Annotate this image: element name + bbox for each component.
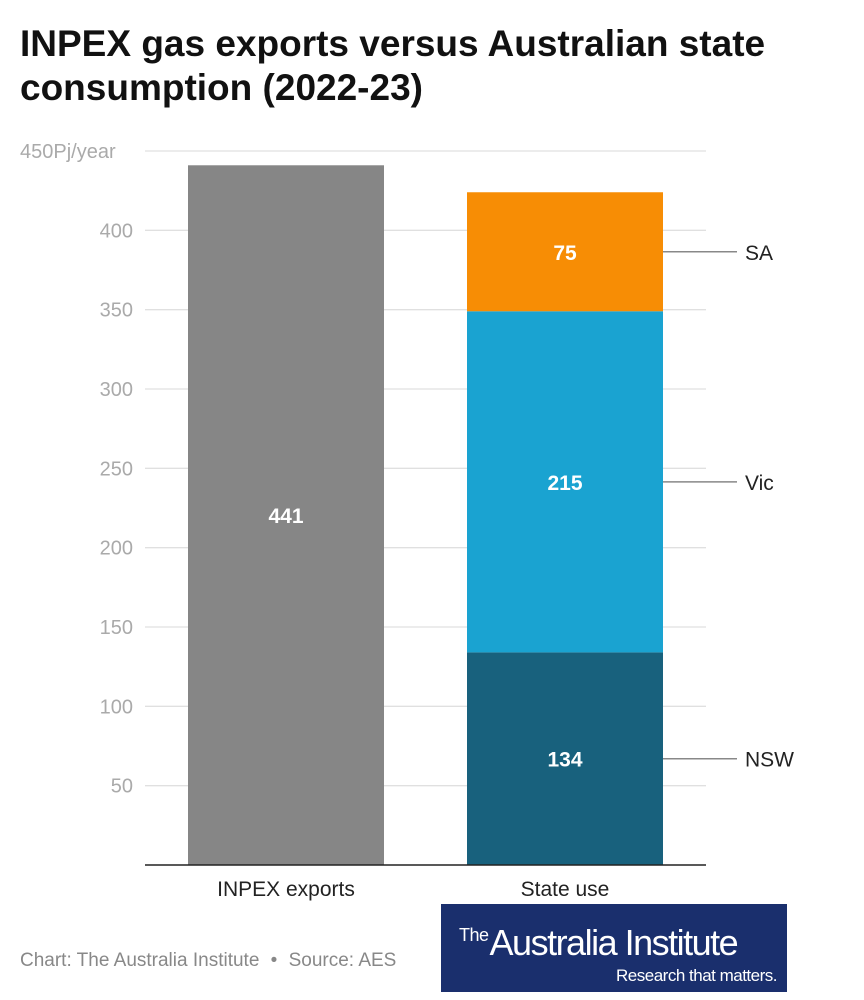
data-label: 441 [268, 505, 303, 528]
logo-name: Australia Institute [489, 922, 739, 963]
y-tick-label: 150 [100, 617, 133, 639]
y-tick-label: 450Pj/year [20, 141, 116, 163]
logo-tagline: Research that matters. [616, 966, 777, 985]
footer-separator: • [270, 950, 278, 971]
chart-credit: Chart: The Australia Institute [20, 950, 260, 971]
data-label: 75 [553, 242, 577, 265]
y-tick-label: 100 [100, 696, 133, 718]
x-category-label: State use [521, 878, 610, 901]
series-label: SA [745, 242, 773, 265]
logo-the: The [459, 925, 489, 945]
bar-segment [188, 165, 384, 865]
australia-institute-logo[interactable]: TheAustralia Institute Research that mat… [441, 904, 787, 992]
y-tick-label: 300 [100, 379, 133, 401]
series-label: Vic [745, 472, 774, 495]
y-tick-label: 400 [100, 220, 133, 242]
chart-credit-line: Chart: The Australia Institute • Source:… [20, 950, 396, 972]
data-label: 134 [547, 749, 582, 772]
y-tick-label: 50 [111, 776, 133, 798]
series-label: NSW [745, 749, 794, 772]
stacked-bar-chart: 50 100 150 200 250 300 350 400 450Pj/year 441 134 N… [20, 141, 794, 901]
data-label: 215 [547, 472, 582, 495]
chart-title: INPEX gas exports versus Australian stat… [20, 23, 766, 108]
data-source: Source: AES [288, 950, 397, 971]
y-tick-label: 200 [100, 538, 133, 560]
bar-segment [467, 311, 663, 653]
bar-segment [467, 652, 663, 865]
y-tick-label: 250 [100, 458, 133, 480]
bar-segment [467, 192, 663, 312]
y-tick-label: 350 [100, 300, 133, 322]
logo-wordmark: TheAustralia Institute [459, 922, 739, 964]
x-category-label: INPEX exports [217, 878, 355, 901]
